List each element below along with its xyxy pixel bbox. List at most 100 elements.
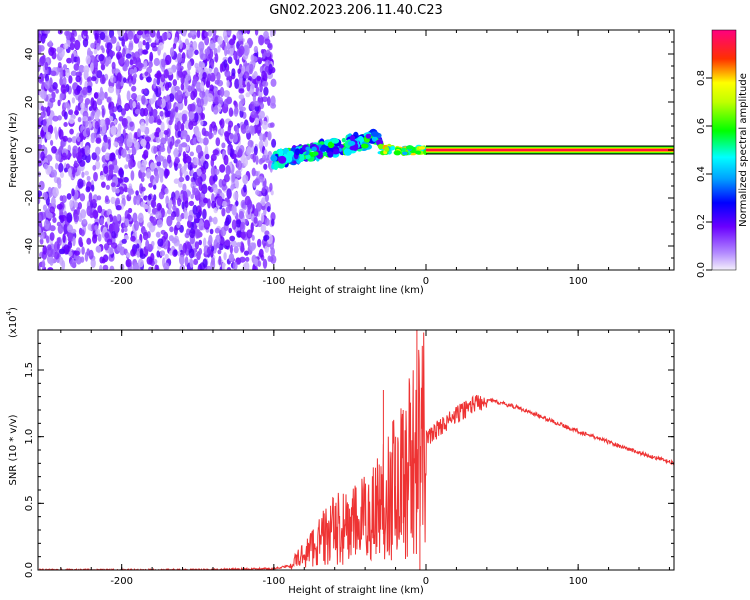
noise-cell	[221, 262, 226, 270]
noise-cell	[172, 43, 177, 50]
noise-cell	[187, 219, 192, 228]
noise-cell	[231, 219, 237, 230]
noise-cell	[196, 229, 201, 239]
snr-ticks: -200 -100 0 100 0.0 0.5 1.0 1.5	[24, 330, 674, 587]
noise-cell	[143, 149, 149, 159]
x-tick-label: 100	[569, 276, 588, 287]
colorbar-label: Normalized spectral amplitude	[738, 73, 749, 227]
noise-cell	[200, 98, 204, 107]
noise-cell	[74, 110, 79, 116]
noise-cell	[197, 106, 202, 114]
noise-cell	[268, 42, 273, 51]
noise-cell	[156, 219, 163, 228]
noise-cell	[235, 200, 239, 207]
noise-cell	[102, 264, 109, 270]
noise-cell	[143, 107, 149, 117]
noise-cell	[70, 53, 75, 64]
noise-cell	[156, 98, 162, 107]
noise-cell	[80, 229, 85, 237]
noise-cell	[59, 171, 65, 178]
noise-cell	[116, 243, 123, 252]
noise-cell	[255, 155, 259, 165]
noise-cell	[88, 122, 92, 129]
y-tick-label: 1.5	[24, 362, 35, 378]
noise-cell	[156, 70, 162, 80]
noise-cell	[71, 97, 76, 104]
noise-cell	[78, 64, 85, 73]
y-tick-label: 1.0	[24, 429, 35, 445]
noise-cell	[151, 132, 155, 139]
noise-cell	[140, 138, 147, 147]
noise-cell	[153, 194, 157, 202]
noise-cell	[87, 50, 94, 56]
noise-cell	[101, 181, 106, 188]
noise-cell	[75, 71, 82, 77]
noise-cell	[262, 96, 268, 103]
noise-cell	[144, 136, 151, 142]
noise-cell	[80, 102, 85, 110]
noise-cell	[203, 219, 210, 230]
noise-cell	[59, 195, 64, 202]
noise-cell	[51, 146, 57, 154]
chirp-cell	[343, 147, 352, 156]
noise-cell	[116, 105, 123, 113]
noise-cell	[55, 88, 59, 94]
chirp-cell	[312, 151, 319, 156]
noise-cell	[194, 49, 199, 56]
noise-cell	[206, 265, 212, 270]
heatmap-ylabel: Frequency (Hz)	[8, 112, 19, 188]
noise-cell	[75, 151, 82, 161]
noise-cell	[201, 127, 207, 136]
noise-cell	[193, 258, 199, 265]
y-tick-label: -40	[24, 238, 35, 254]
y-tick-label: 0.0	[24, 562, 35, 578]
noise-cell	[113, 164, 119, 173]
noise-cell	[256, 57, 263, 63]
noise-cell	[166, 215, 173, 227]
noise-cell	[145, 141, 151, 150]
noise-cell	[99, 175, 105, 180]
noise-cell	[157, 169, 164, 179]
noise-cell	[224, 220, 230, 226]
noise-cell	[229, 244, 233, 254]
noise-cell	[256, 75, 262, 82]
noise-cell	[166, 154, 172, 164]
noise-cell	[93, 171, 98, 182]
noise-cell	[241, 65, 246, 74]
noise-cell	[127, 30, 134, 40]
noise-cell	[59, 93, 63, 102]
noise-cell	[57, 30, 63, 35]
noise-cell	[86, 205, 92, 217]
noise-cell	[203, 197, 209, 204]
noise-cell	[147, 103, 152, 112]
noise-cell	[267, 255, 272, 262]
noise-cell	[49, 97, 56, 103]
noise-cell	[262, 80, 269, 88]
noise-cell	[188, 120, 194, 130]
noise-cell	[183, 210, 188, 220]
noise-cell	[208, 215, 212, 223]
noise-cell	[192, 204, 198, 215]
noise-cell	[164, 253, 169, 260]
noise-cell	[184, 38, 189, 46]
noise-cell	[162, 158, 168, 169]
noise-cell	[258, 110, 265, 119]
noise-cell	[239, 45, 245, 56]
noise-cell	[238, 76, 243, 87]
noise-cell	[227, 56, 233, 64]
noise-cell	[186, 241, 191, 250]
noise-cell	[82, 30, 88, 37]
noise-cell	[129, 59, 134, 66]
tone-cell	[402, 151, 408, 156]
noise-cell	[179, 254, 185, 266]
noise-cell	[73, 30, 78, 37]
noise-cell	[69, 36, 76, 43]
noise-cell	[259, 82, 263, 93]
noise-cell	[47, 267, 54, 270]
noise-cell	[149, 51, 154, 62]
noise-cell	[100, 45, 104, 51]
noise-cell	[211, 200, 217, 209]
noise-cell	[254, 30, 259, 36]
noise-cell	[88, 192, 93, 203]
